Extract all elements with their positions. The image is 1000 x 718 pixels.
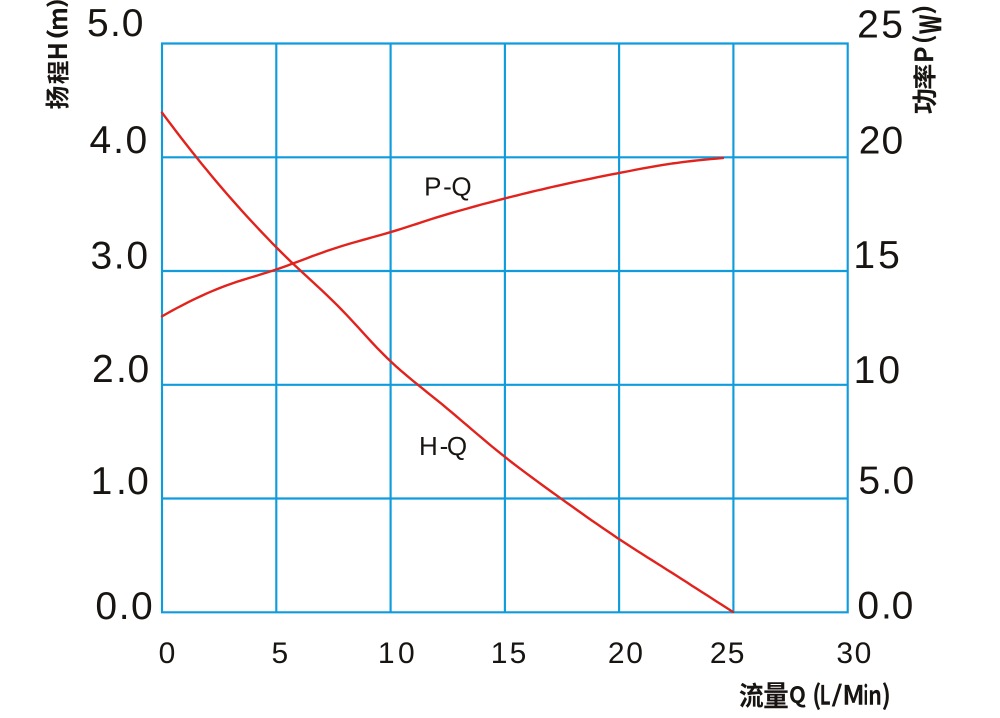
svg-text:4.0: 4.0 [89, 119, 147, 162]
svg-text:20: 20 [608, 637, 643, 670]
svg-text:1.0: 1.0 [91, 460, 149, 503]
svg-text:3.0: 3.0 [90, 234, 148, 277]
svg-text:P-Q: P-Q [424, 172, 471, 202]
svg-text:30: 30 [836, 637, 871, 670]
svg-text:H-Q: H-Q [419, 431, 467, 461]
svg-text:0.0: 0.0 [95, 585, 152, 628]
svg-text:20: 20 [859, 120, 903, 163]
svg-text:5.0: 5.0 [858, 460, 914, 503]
svg-text:5.0: 5.0 [87, 2, 143, 45]
svg-text:0: 0 [159, 637, 176, 670]
svg-text:2.0: 2.0 [92, 348, 149, 391]
svg-text:5: 5 [271, 637, 288, 670]
svg-text:0.0: 0.0 [857, 584, 913, 627]
svg-text:25: 25 [710, 637, 745, 670]
